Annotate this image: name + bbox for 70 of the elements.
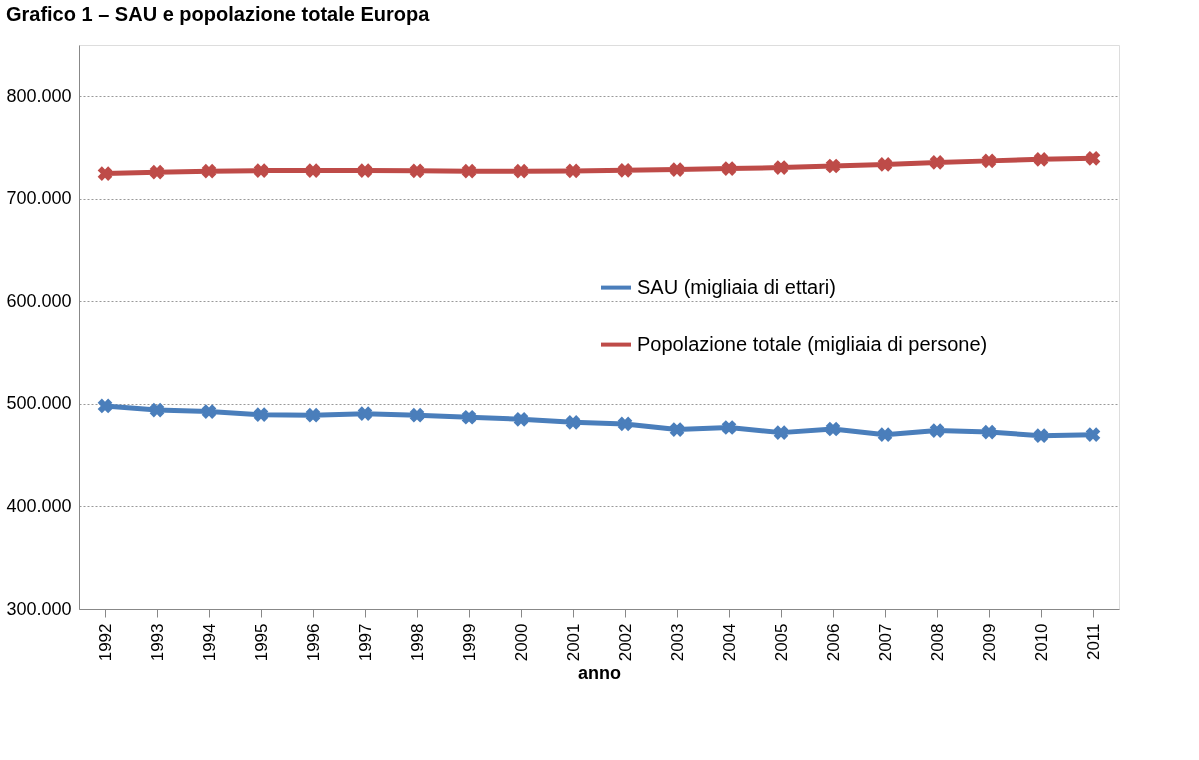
x-axis-title: anno (578, 663, 621, 684)
point (305, 163, 321, 178)
x-tick-label: 2001 (563, 623, 583, 662)
point (929, 423, 945, 438)
point (305, 407, 321, 423)
point (669, 162, 685, 177)
point (253, 163, 269, 178)
y-tick-label: 500.000 (6, 393, 72, 414)
point (825, 421, 841, 437)
y-tick-label: 700.000 (6, 188, 72, 209)
point (773, 425, 789, 440)
y-tick-label: 600.000 (6, 290, 72, 311)
point (149, 164, 165, 180)
chart-title: Grafico 1 – SAU e popolazione totale Europa (5, 3, 431, 25)
point (357, 163, 373, 178)
point (201, 163, 217, 179)
x-tick-label: 1995 (251, 623, 271, 662)
x-tick-label: 2000 (511, 623, 531, 662)
x-tick-label: 2011 (1083, 623, 1103, 661)
y-tick-label: 300.000 (6, 598, 72, 619)
x-tick-label: 1994 (199, 623, 219, 662)
x-tick-label: 2003 (667, 623, 687, 662)
x-tick-label: 2002 (615, 623, 635, 662)
point (409, 407, 425, 423)
point (513, 163, 529, 179)
point (461, 163, 477, 179)
point (1085, 150, 1101, 166)
x-tick-label: 2007 (875, 623, 895, 662)
point (97, 166, 113, 181)
point (409, 163, 425, 179)
point (877, 427, 893, 443)
point (669, 422, 685, 437)
x-tick-label: 1992 (95, 623, 115, 662)
point (981, 153, 997, 169)
x-tick-label: 2004 (719, 623, 739, 662)
point (617, 416, 633, 432)
x-tick-label: 1993 (147, 623, 167, 662)
y-tick-label: 800.000 (6, 85, 72, 106)
x-tick-label: 1998 (407, 623, 427, 662)
x-tick-label: 2008 (927, 623, 947, 662)
point (929, 155, 945, 170)
x-tick-label: 1997 (355, 623, 375, 662)
point (1033, 152, 1049, 167)
point (721, 161, 737, 176)
legend-label: SAU (migliaia di ettari) (637, 275, 836, 298)
point (149, 402, 165, 418)
point (1033, 428, 1049, 444)
point (565, 163, 581, 179)
x-tick-label: 2005 (771, 623, 791, 662)
point (513, 411, 529, 427)
point (461, 409, 477, 425)
point (201, 404, 217, 419)
x-tick-label: 1999 (459, 623, 479, 662)
point (877, 157, 893, 172)
x-tick-label: 2006 (823, 623, 843, 662)
x-tick-label: 2009 (979, 623, 999, 662)
point (253, 407, 269, 423)
y-tick-label: 400.000 (6, 495, 72, 516)
point (825, 158, 841, 174)
point (617, 162, 633, 178)
point (1085, 427, 1101, 443)
x-tick-label: 2010 (1031, 623, 1051, 662)
x-tick-label: 1996 (303, 623, 323, 662)
point (97, 398, 113, 414)
point (773, 160, 789, 175)
point (721, 420, 737, 435)
legend-label: Popolazione totale (migliaia di persone) (637, 332, 988, 355)
point (565, 415, 581, 430)
point (357, 406, 373, 421)
point (981, 424, 997, 440)
